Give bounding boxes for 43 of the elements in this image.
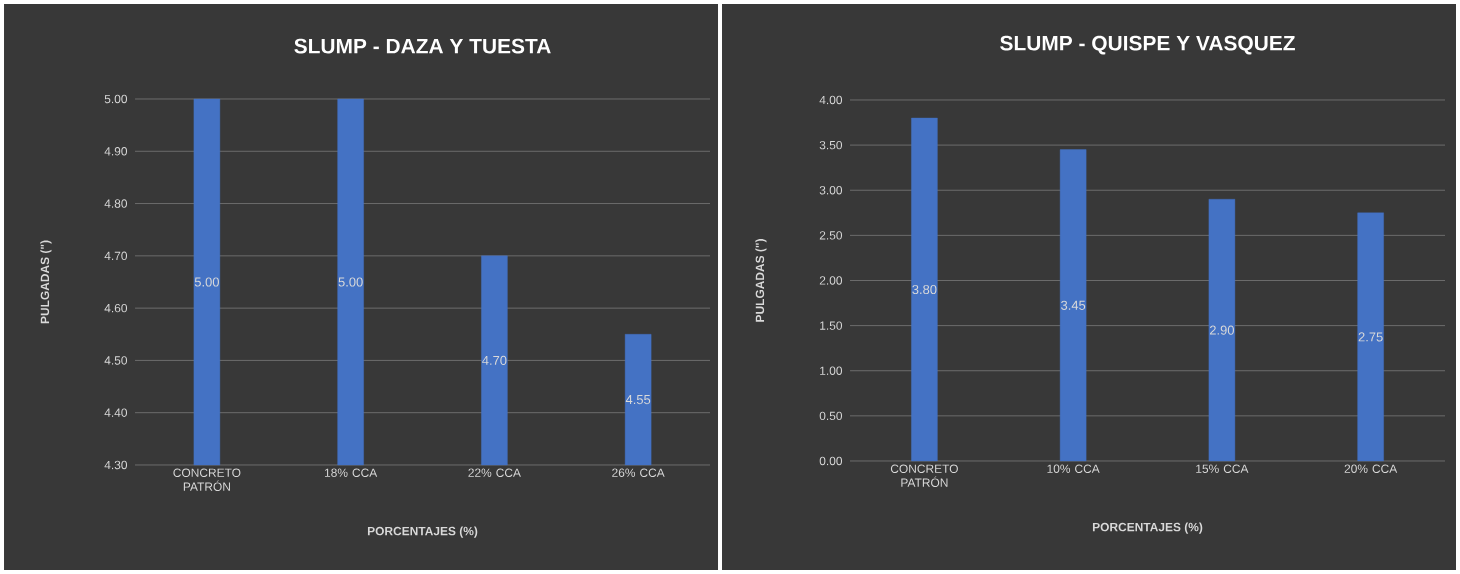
y-tick-label: 4.70: [104, 251, 128, 261]
x-tick-label: 26% CCA: [612, 468, 665, 477]
data-label: 4.70: [482, 355, 507, 365]
y-tick-label: 2.50: [819, 231, 843, 240]
data-label: 4.55: [625, 395, 651, 405]
x-tick-label: CONCRETO PATRÓN: [173, 468, 241, 491]
x-tick-label: 18% CCA: [324, 468, 378, 477]
x-axis-title: PORCENTAJES (%): [367, 526, 478, 538]
data-label: 5.00: [338, 277, 363, 287]
y-axis-title: PULGADAS ("): [755, 239, 767, 322]
y-tick-label: 3.00: [819, 186, 843, 195]
y-tick-label: 0.50: [819, 411, 843, 421]
y-tick-label: 4.00: [819, 95, 843, 105]
y-tick-label: 2.00: [819, 276, 843, 285]
bar: [1208, 199, 1236, 462]
data-label: 3.80: [912, 284, 937, 295]
data-label: 3.45: [1061, 300, 1086, 310]
y-tick-label: 1.00: [820, 366, 843, 375]
x-tick-label: 20% CCA: [1344, 464, 1398, 473]
x-tick-label: 22% CCA: [468, 468, 521, 477]
y-tick-label: 4.40: [104, 408, 128, 417]
bar: [1059, 149, 1087, 462]
data-label: 5.00: [194, 277, 219, 287]
chart-title: SLUMP - QUISPE Y VASQUEZ: [1000, 35, 1295, 55]
x-tick-label: CONCRETO PATRÓN: [890, 464, 958, 487]
chart-title: SLUMP - DAZA Y TUESTA: [294, 38, 551, 54]
data-label: 2.75: [1358, 332, 1383, 342]
x-axis-title: PORCENTAJES (%): [1092, 522, 1203, 534]
y-tick-label: 0.00: [819, 456, 843, 466]
y-tick-label: 4.50: [104, 356, 128, 365]
y-tick-label: 4.90: [104, 147, 128, 156]
bar: [1357, 212, 1384, 462]
y-tick-label: 3.50: [819, 140, 843, 150]
x-tick-label: 10% CCA: [1047, 464, 1100, 473]
y-tick-label: 5.00: [104, 94, 128, 104]
y-tick-label: 4.80: [104, 199, 128, 208]
y-tick-label: 4.30: [104, 460, 128, 470]
bar: [911, 117, 938, 462]
y-tick-label: 4.60: [104, 303, 128, 313]
data-label: 2.90: [1209, 325, 1234, 335]
x-tick-label: 15% CCA: [1196, 464, 1249, 473]
y-axis-title: PULGADAS ("): [40, 240, 52, 324]
y-tick-label: 1.50: [820, 321, 843, 330]
